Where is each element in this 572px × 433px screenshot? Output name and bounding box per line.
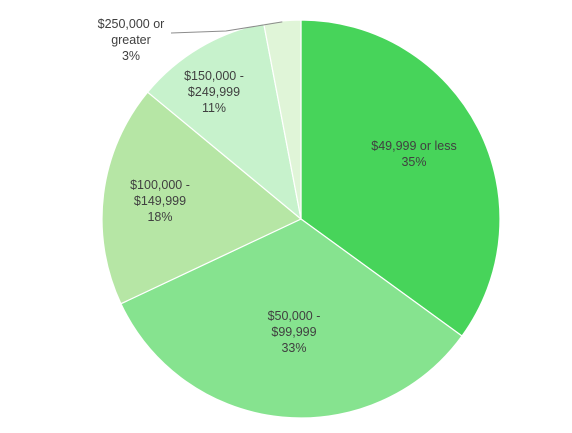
data-label-5-line-3: 3% bbox=[122, 49, 140, 63]
data-label-2-line-1: $50,000 - bbox=[268, 309, 321, 323]
data-label-3-line-3: 18% bbox=[147, 210, 172, 224]
data-label-5-line-2: greater bbox=[111, 33, 151, 47]
data-label-2-line-3: 33% bbox=[281, 341, 306, 355]
data-label-3-line-2: $149,999 bbox=[134, 194, 186, 208]
data-label-3-line-1: $100,000 - bbox=[130, 178, 190, 192]
data-labels: $49,999 or less 35% $50,000 - $99,999 33% $10… bbox=[98, 17, 457, 355]
data-label-2-line-2: $99,999 bbox=[271, 325, 316, 339]
data-label-3: $100,000 - $149,999 18% bbox=[130, 178, 190, 224]
data-label-4: $150,000 - $249,999 11% bbox=[184, 69, 244, 115]
data-label-4-line-2: $249,999 bbox=[188, 85, 240, 99]
data-label-1: $49,999 or less 35% bbox=[371, 139, 456, 169]
data-label-5-line-1: $250,000 or bbox=[98, 17, 165, 31]
data-label-1-line-1: $49,999 or less bbox=[371, 139, 456, 153]
data-label-4-line-1: $150,000 - bbox=[184, 69, 244, 83]
data-label-2: $50,000 - $99,999 33% bbox=[268, 309, 321, 355]
pie-slice-5 bbox=[263, 19, 302, 220]
data-label-5: $250,000 or greater 3% bbox=[98, 17, 165, 63]
pie-slices bbox=[101, 19, 501, 419]
pie-slice-1 bbox=[300, 19, 501, 337]
leader-lines bbox=[170, 21, 283, 34]
leader-line-5 bbox=[170, 21, 283, 34]
pie-slice-3 bbox=[101, 91, 303, 305]
data-label-4-line-3: 11% bbox=[202, 101, 226, 115]
pie-slice-4 bbox=[146, 22, 302, 221]
pie-slice-2 bbox=[120, 218, 463, 419]
data-label-1-line-2: 35% bbox=[401, 155, 426, 169]
